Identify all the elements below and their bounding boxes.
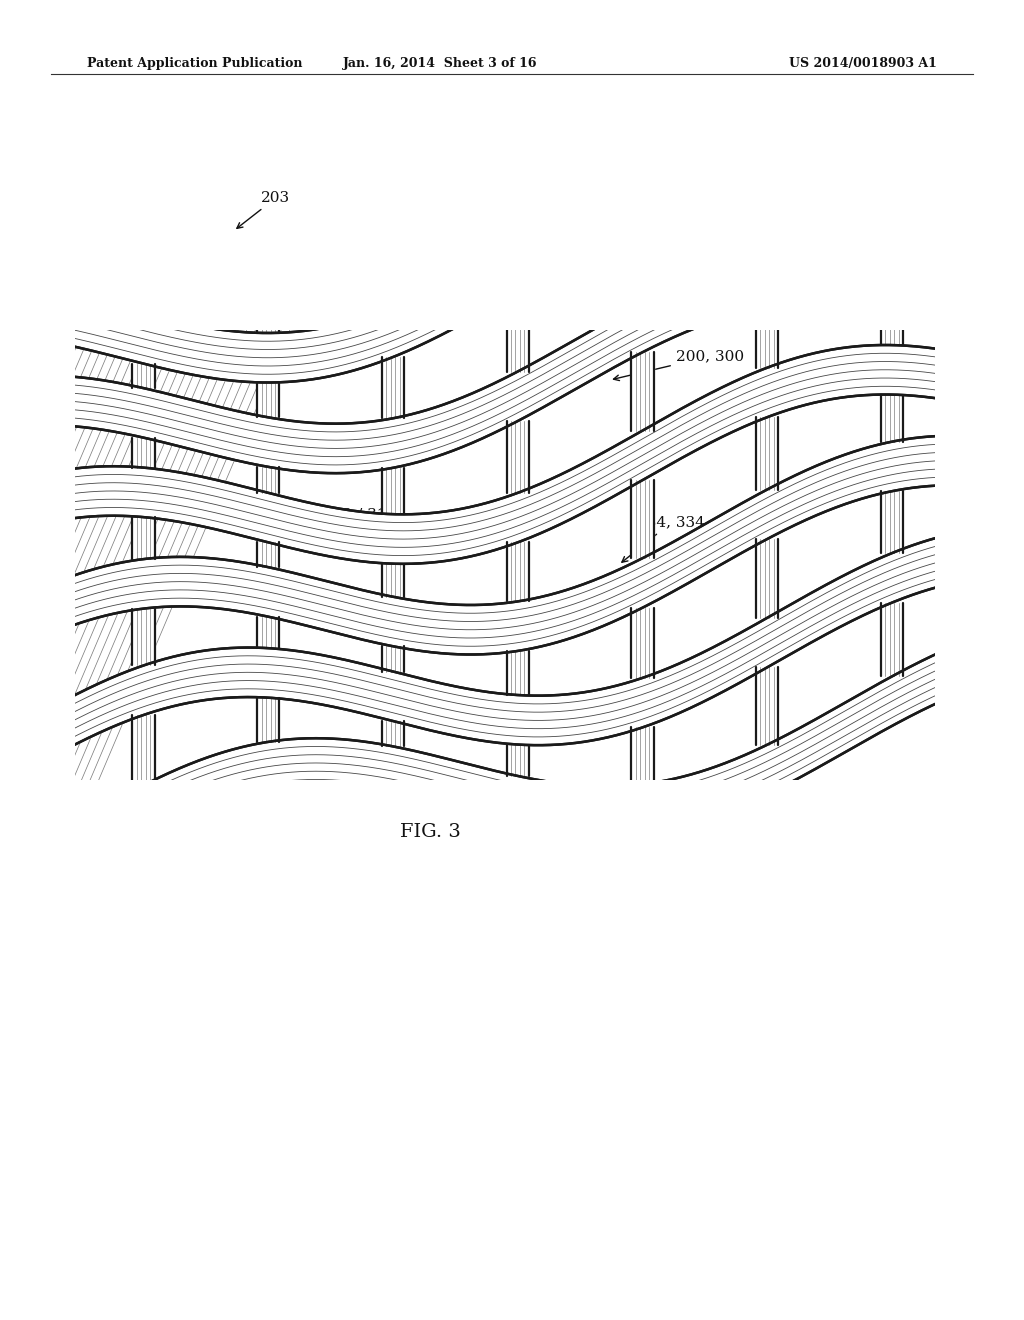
Text: FIG. 3: FIG. 3 bbox=[399, 822, 461, 841]
Text: 203: 203 bbox=[237, 191, 290, 228]
Text: 212 / 312: 212 / 312 bbox=[323, 508, 396, 561]
Text: 234, 334: 234, 334 bbox=[622, 516, 705, 562]
Text: 235: 235 bbox=[412, 517, 454, 561]
Text: US 2014/0018903 A1: US 2014/0018903 A1 bbox=[790, 57, 937, 70]
Text: Patent Application Publication: Patent Application Publication bbox=[87, 57, 302, 70]
Text: Jan. 16, 2014  Sheet 3 of 16: Jan. 16, 2014 Sheet 3 of 16 bbox=[343, 57, 538, 70]
Text: 200, 300: 200, 300 bbox=[613, 350, 744, 380]
